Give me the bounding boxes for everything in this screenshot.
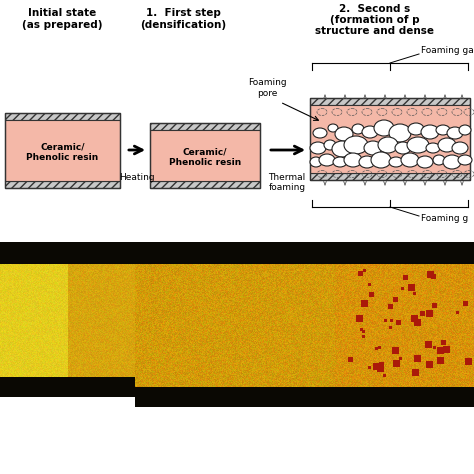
Ellipse shape xyxy=(447,127,463,139)
Ellipse shape xyxy=(335,127,353,141)
Ellipse shape xyxy=(408,123,424,135)
Ellipse shape xyxy=(371,152,391,168)
Text: structure and dense: structure and dense xyxy=(316,26,435,36)
Ellipse shape xyxy=(443,155,461,169)
Text: 1 mm: 1 mm xyxy=(34,462,62,472)
Ellipse shape xyxy=(401,153,419,167)
Text: 2.  Second s: 2. Second s xyxy=(339,4,410,14)
Ellipse shape xyxy=(352,124,364,134)
Bar xyxy=(310,173,470,180)
Ellipse shape xyxy=(389,124,411,142)
Ellipse shape xyxy=(313,128,327,138)
Ellipse shape xyxy=(310,157,322,167)
Ellipse shape xyxy=(324,140,336,150)
Ellipse shape xyxy=(452,142,468,154)
Text: (densification): (densification) xyxy=(140,20,226,30)
Text: pore: pore xyxy=(257,89,277,98)
Ellipse shape xyxy=(332,141,352,157)
Ellipse shape xyxy=(319,154,335,166)
Ellipse shape xyxy=(438,138,456,152)
Ellipse shape xyxy=(395,142,411,154)
Ellipse shape xyxy=(344,136,368,154)
Bar xyxy=(5,113,120,188)
Bar xyxy=(150,123,260,188)
Text: foaming: foaming xyxy=(268,183,306,192)
Ellipse shape xyxy=(458,155,472,165)
Text: Foaming ga: Foaming ga xyxy=(421,46,474,55)
Ellipse shape xyxy=(389,157,403,167)
Ellipse shape xyxy=(417,156,433,168)
Text: (c) 150°C: (c) 150°C xyxy=(376,252,434,262)
Text: Initial state: Initial state xyxy=(28,8,96,18)
Ellipse shape xyxy=(378,137,398,153)
Text: Foaming g: Foaming g xyxy=(421,213,468,222)
Bar xyxy=(5,181,120,188)
Ellipse shape xyxy=(407,137,429,153)
Bar xyxy=(310,98,470,180)
Bar xyxy=(150,181,260,188)
Ellipse shape xyxy=(333,157,347,167)
Bar xyxy=(310,98,470,105)
Ellipse shape xyxy=(436,125,450,135)
Bar xyxy=(150,130,260,181)
Ellipse shape xyxy=(344,153,362,167)
Ellipse shape xyxy=(421,125,439,139)
Ellipse shape xyxy=(433,155,445,165)
Bar xyxy=(150,123,260,130)
Ellipse shape xyxy=(362,126,378,138)
Text: (as prepared): (as prepared) xyxy=(22,20,102,30)
Ellipse shape xyxy=(359,156,375,168)
Ellipse shape xyxy=(364,141,382,155)
Text: (b) 120°C: (b) 120°C xyxy=(206,252,264,262)
Ellipse shape xyxy=(310,142,326,154)
Text: Heating: Heating xyxy=(119,173,155,182)
Text: Ceramic/
Phenolic resin: Ceramic/ Phenolic resin xyxy=(27,143,99,162)
Bar xyxy=(5,113,120,120)
Text: 1 mm: 1 mm xyxy=(176,462,204,472)
Ellipse shape xyxy=(426,143,440,153)
Bar xyxy=(5,120,120,181)
Text: (formation of p: (formation of p xyxy=(330,15,420,25)
Text: Ceramic/
Phenolic resin: Ceramic/ Phenolic resin xyxy=(169,148,241,167)
Text: Thermal: Thermal xyxy=(268,173,306,182)
Ellipse shape xyxy=(328,124,338,132)
Ellipse shape xyxy=(459,125,471,135)
Text: Foaming: Foaming xyxy=(248,78,286,87)
Ellipse shape xyxy=(374,120,394,136)
Bar xyxy=(310,105,470,173)
Text: 1.  First step: 1. First step xyxy=(146,8,220,18)
